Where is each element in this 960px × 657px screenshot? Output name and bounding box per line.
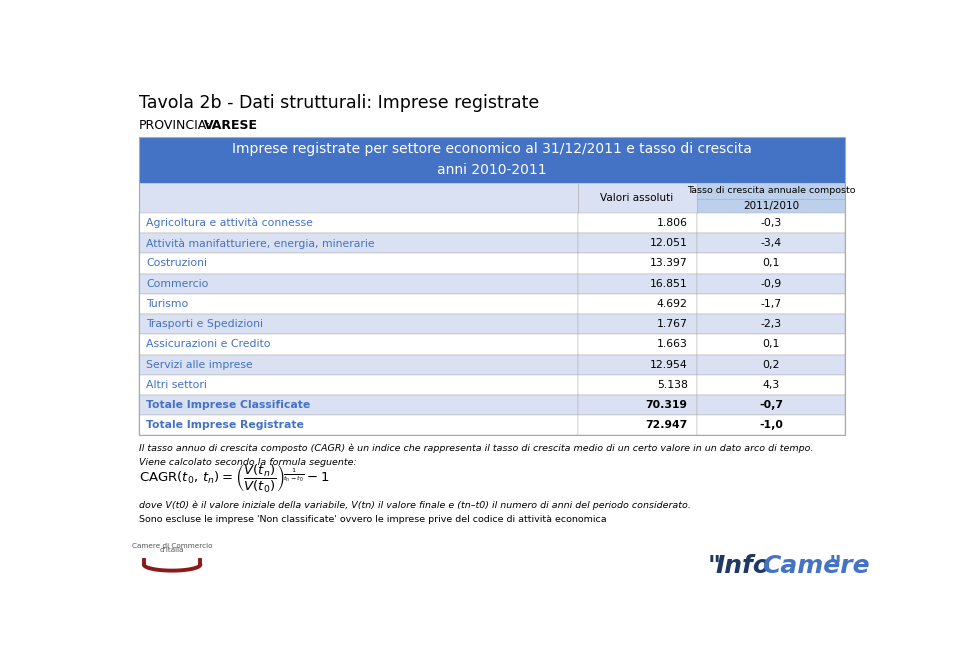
Text: Assicurazioni e Credito: Assicurazioni e Credito [146, 340, 271, 350]
Bar [578, 273, 697, 294]
Text: Totale Imprese Classificate: Totale Imprese Classificate [146, 400, 310, 410]
Bar [138, 415, 578, 436]
Bar [138, 254, 578, 273]
Text: Sono escluse le imprese 'Non classificate' ovvero le imprese prive del codice di: Sono escluse le imprese 'Non classificat… [138, 515, 606, 524]
Text: PROVINCIA:: PROVINCIA: [138, 120, 211, 132]
Text: -3,4: -3,4 [760, 238, 781, 248]
Text: 1.663: 1.663 [657, 340, 687, 350]
Text: -0,9: -0,9 [760, 279, 781, 288]
Text: 16.851: 16.851 [650, 279, 687, 288]
Bar [138, 314, 578, 334]
Bar [697, 395, 846, 415]
Bar [697, 254, 846, 273]
Text: 4,3: 4,3 [762, 380, 780, 390]
Text: Agricoltura e attività connesse: Agricoltura e attività connesse [146, 217, 313, 228]
Bar [138, 213, 578, 233]
Text: Imprese registrate per settore economico al 31/12/2011 e tasso di crescita
anni : Imprese registrate per settore economico… [232, 143, 752, 177]
Text: 4.692: 4.692 [657, 299, 687, 309]
Bar [138, 183, 578, 213]
Text: 0,2: 0,2 [762, 359, 780, 370]
Text: Totale Imprese Registrate: Totale Imprese Registrate [146, 420, 304, 430]
Text: 0,1: 0,1 [762, 258, 780, 269]
Text: Altri settori: Altri settori [146, 380, 207, 390]
Text: Tasso di crescita annuale composto: Tasso di crescita annuale composto [686, 187, 855, 195]
Bar [578, 233, 697, 254]
Text: 12.051: 12.051 [650, 238, 687, 248]
Text: ": " [708, 553, 721, 578]
Bar [138, 273, 578, 294]
Text: -2,3: -2,3 [760, 319, 781, 329]
Bar [138, 355, 578, 374]
Bar [697, 374, 846, 395]
Text: 1.806: 1.806 [657, 218, 687, 228]
Bar [578, 314, 697, 334]
Bar [138, 395, 578, 415]
Bar [578, 395, 697, 415]
Text: Tavola 2b - Dati strutturali: Imprese registrate: Tavola 2b - Dati strutturali: Imprese re… [138, 94, 539, 112]
Text: Il tasso annuo di crescita composto (CAGR) è un indice che rappresenta il tasso : Il tasso annuo di crescita composto (CAG… [138, 443, 813, 453]
Text: VARESE: VARESE [204, 120, 258, 132]
Bar [578, 183, 697, 213]
Bar [697, 314, 846, 334]
Bar [578, 355, 697, 374]
Text: dove V(t0) è il valore iniziale della variabile, V(tn) il valore finale e (tn–t0: dove V(t0) è il valore iniziale della va… [138, 501, 690, 510]
Text: Turismo: Turismo [146, 299, 188, 309]
Text: Costruzioni: Costruzioni [146, 258, 207, 269]
Text: -0,3: -0,3 [760, 218, 781, 228]
Text: 12.954: 12.954 [650, 359, 687, 370]
Text: Valori assoluti: Valori assoluti [600, 193, 674, 203]
Bar [697, 355, 846, 374]
Bar [697, 294, 846, 314]
Text: 0,1: 0,1 [762, 340, 780, 350]
Bar [578, 213, 697, 233]
Bar [697, 334, 846, 355]
Bar [697, 415, 846, 436]
Bar [578, 254, 697, 273]
Bar [578, 334, 697, 355]
Bar [138, 137, 846, 436]
Bar [138, 233, 578, 254]
Text: Camere di Commercio: Camere di Commercio [132, 543, 212, 549]
Text: -0,7: -0,7 [759, 400, 783, 410]
Text: Viene calcolato secondo la formula seguente:: Viene calcolato secondo la formula segue… [138, 458, 356, 466]
Text: Servizi alle imprese: Servizi alle imprese [146, 359, 252, 370]
Bar [578, 374, 697, 395]
Bar [578, 415, 697, 436]
Bar [697, 233, 846, 254]
Bar [138, 334, 578, 355]
Text: Trasporti e Spedizioni: Trasporti e Spedizioni [146, 319, 263, 329]
Bar [138, 137, 846, 183]
Text: 70.319: 70.319 [646, 400, 687, 410]
Text: -1,0: -1,0 [759, 420, 783, 430]
Text: ": " [828, 553, 842, 578]
Bar [697, 183, 846, 213]
Text: 13.397: 13.397 [650, 258, 687, 269]
Text: Attività manifatturiere, energia, minerarie: Attività manifatturiere, energia, minera… [146, 238, 374, 248]
Text: 2011/2010: 2011/2010 [743, 201, 799, 211]
Text: -1,7: -1,7 [760, 299, 781, 309]
Text: Camere: Camere [762, 553, 870, 578]
Text: d'Italia: d'Italia [159, 547, 184, 553]
Bar [578, 294, 697, 314]
Bar [138, 294, 578, 314]
Bar [697, 213, 846, 233]
Text: Info: Info [715, 553, 770, 578]
Bar [697, 273, 846, 294]
Text: 5.138: 5.138 [657, 380, 687, 390]
Text: Commercio: Commercio [146, 279, 208, 288]
Text: $\mathrm{CAGR}(t_0,\,t_n)=\left(\dfrac{V(t_n)}{V(t_0)}\right)^{\!\frac{1}{t_n-t_: $\mathrm{CAGR}(t_0,\,t_n)=\left(\dfrac{V… [138, 463, 329, 495]
Text: 1.767: 1.767 [657, 319, 687, 329]
Text: 72.947: 72.947 [645, 420, 687, 430]
Bar [138, 374, 578, 395]
